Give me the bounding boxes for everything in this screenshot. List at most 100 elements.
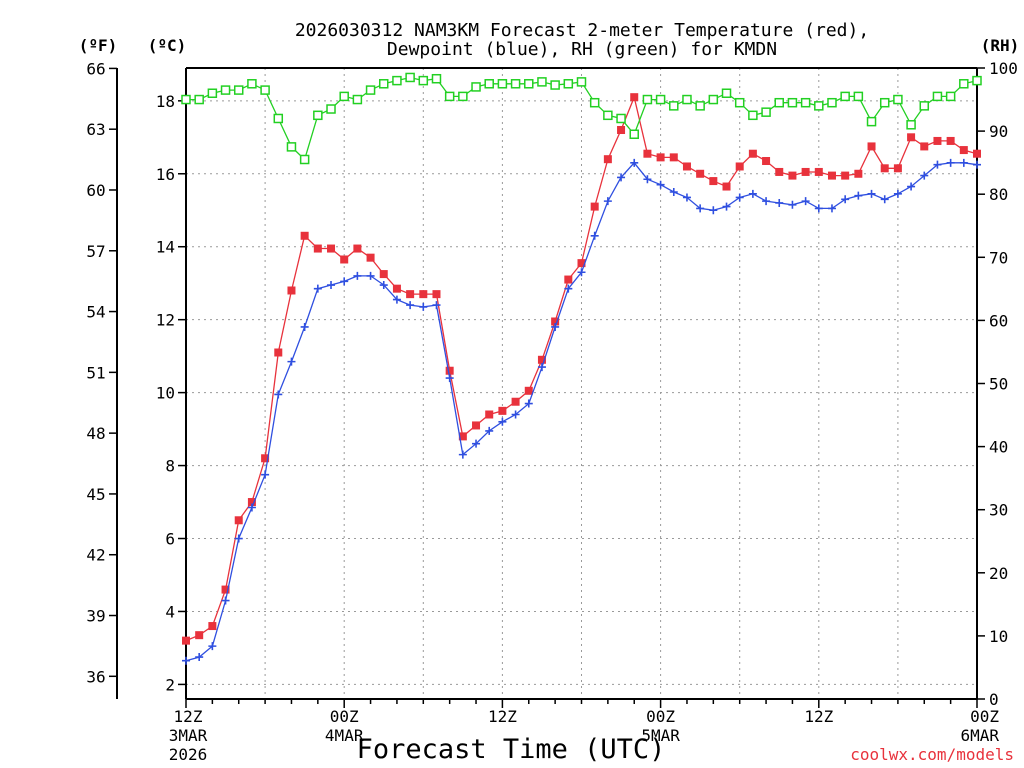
temperature-point xyxy=(551,317,560,326)
temperature-point xyxy=(867,142,876,151)
rh-point xyxy=(866,116,877,127)
rh-point xyxy=(629,129,639,140)
temperature-point xyxy=(709,177,718,186)
x-tick-label-date: 3MAR xyxy=(169,726,208,745)
temperature-point xyxy=(300,231,309,240)
celsius-tick-label: 2 xyxy=(165,675,175,694)
rh-point xyxy=(814,101,824,111)
dewpoint-point xyxy=(748,189,757,198)
temperature-point xyxy=(603,155,612,164)
rh-point xyxy=(444,91,455,102)
temperature-point xyxy=(564,275,573,284)
dewpoint-point xyxy=(577,268,586,277)
temperature-point xyxy=(524,386,533,395)
rh-point xyxy=(484,79,494,89)
celsius-tick-label: 8 xyxy=(165,457,175,476)
rh-point xyxy=(748,110,758,121)
dewpoint-point xyxy=(893,189,902,198)
dewpoint-point xyxy=(511,410,520,419)
fahrenheit-tick-label: 66 xyxy=(86,59,105,78)
rh-point xyxy=(260,85,270,95)
temperature-point xyxy=(287,286,296,295)
fahrenheit-tick-label: 42 xyxy=(86,546,105,565)
rh-tick-label: 40 xyxy=(989,438,1008,457)
x-tick-label-time: 00Z xyxy=(970,707,999,726)
dewpoint-point xyxy=(696,204,705,213)
rh-point xyxy=(418,75,429,86)
dewpoint-point xyxy=(854,191,863,200)
temperature-point xyxy=(801,167,810,176)
x-tick-label-date: 6MAR xyxy=(960,726,999,745)
temperature-point xyxy=(682,162,691,171)
dewpoint-point xyxy=(643,175,652,184)
dewpoint-point xyxy=(327,281,336,290)
dewpoint-point xyxy=(379,281,388,290)
dewpoint-point xyxy=(524,399,533,408)
dewpoint-point xyxy=(392,295,401,304)
temperature-point xyxy=(788,171,797,180)
rh-point xyxy=(906,120,916,130)
dewpoint-point xyxy=(551,322,560,331)
rh-point xyxy=(458,91,468,102)
rh-point xyxy=(286,142,297,152)
dewpoint-point xyxy=(880,195,889,204)
dewpoint-point xyxy=(287,357,296,366)
rh-tick-label: 60 xyxy=(989,311,1008,330)
rh-tick-label: 10 xyxy=(989,627,1008,646)
rh-point xyxy=(233,85,244,95)
rh-point xyxy=(550,80,560,90)
rh-point xyxy=(207,88,218,98)
axes: 36 39 42 45 48 51 54 57 60 63 66 2 4 6 8 10 12 14 16 18 0 10 2… xyxy=(86,59,1018,764)
x-tick-label-date: 4MAR xyxy=(325,726,364,745)
temperature-point xyxy=(511,397,520,406)
temperature-point xyxy=(234,516,243,525)
fahrenheit-unit-label: (ºF) xyxy=(79,36,118,55)
temperature-point xyxy=(313,244,322,253)
dewpoint-point xyxy=(485,426,494,435)
temperature-point xyxy=(537,355,546,364)
temperature-point xyxy=(880,164,889,173)
temperature-point xyxy=(261,454,270,463)
dewpoint-point xyxy=(973,160,981,169)
credit-text: coolwx.com/models xyxy=(850,745,1014,764)
celsius-tick-label: 16 xyxy=(156,165,175,184)
celsius-unit-label: (ºC) xyxy=(148,36,187,55)
dewpoint-point xyxy=(722,202,731,211)
rh-tick-label: 20 xyxy=(989,564,1008,583)
temperature-point xyxy=(432,290,441,299)
temperature-point xyxy=(920,142,929,151)
temperature-point xyxy=(419,290,428,299)
temperature-point xyxy=(379,270,388,279)
rh-point xyxy=(220,85,231,95)
dewpoint-point xyxy=(340,277,349,286)
temperature-point xyxy=(472,421,481,430)
dewpoint-point xyxy=(247,503,256,512)
temperature-point xyxy=(696,169,705,178)
rh-point xyxy=(682,94,692,105)
temperature-point xyxy=(182,636,190,645)
dewpoint-point xyxy=(867,189,876,198)
rh-point xyxy=(945,91,956,102)
rh-point xyxy=(471,82,481,92)
dewpoint-point xyxy=(234,534,243,543)
x-tick-label-time: 12Z xyxy=(488,707,517,726)
dewpoint-point xyxy=(564,284,573,293)
x-tick-label-time: 12Z xyxy=(804,707,833,726)
temperature-point xyxy=(827,171,836,180)
x-tick-label-time: 00Z xyxy=(330,707,359,726)
rh-point xyxy=(972,75,982,86)
fahrenheit-tick-label: 48 xyxy=(86,424,105,443)
data-series xyxy=(181,72,982,665)
temperature-point xyxy=(406,290,415,299)
celsius-tick-label: 4 xyxy=(165,602,175,621)
dewpoint-point xyxy=(841,195,850,204)
temperature-point xyxy=(973,149,981,158)
rh-point xyxy=(589,97,600,108)
dewpoint-point xyxy=(959,158,968,167)
dewpoint-point xyxy=(788,200,797,209)
temperature-point xyxy=(617,126,626,135)
dewpoint-point xyxy=(208,642,217,651)
rh-point xyxy=(299,154,310,165)
rh-point xyxy=(840,91,850,102)
temperature-point xyxy=(208,622,217,631)
